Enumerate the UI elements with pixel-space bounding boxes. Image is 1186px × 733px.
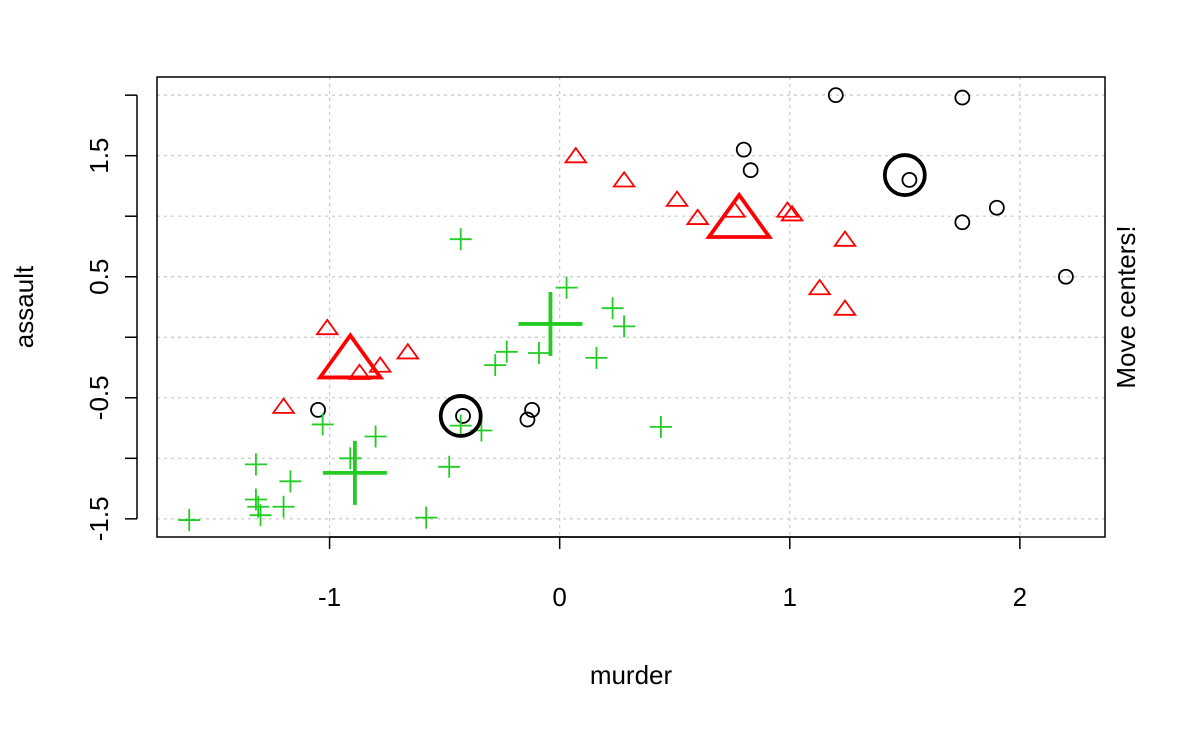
plus-point [484,354,507,377]
x-tick-label: 0 [552,582,566,612]
plus-point [438,455,461,478]
x-axis-label: murder [590,660,673,690]
circle-point [735,141,752,158]
y-tick-label: -0.5 [84,375,114,420]
plus-point [449,414,472,437]
plus-point [364,425,387,448]
circle-center [438,394,483,438]
y-tick-label: 0.5 [84,259,114,295]
plus-center [322,440,387,505]
triangle-center [705,191,774,239]
triangle-point [612,170,637,188]
circle-center [882,153,927,197]
circle-point [901,171,918,188]
y-axis: -1.5 -0.5 0.5 1.5 [84,94,138,541]
y-axis-label: assault [9,265,39,348]
plus-point [249,504,272,527]
triangle-point [807,278,832,296]
plus-point [585,346,608,369]
y-tick-label: -1.5 [84,496,114,541]
circle-point [1057,268,1074,285]
plus-point [339,447,362,470]
x-axis: -1 0 1 2 [318,536,1027,612]
plus-point [555,276,578,299]
triangle-point [832,299,858,316]
plus-point [311,413,334,436]
plus-point [613,315,636,338]
circle-point [524,401,540,418]
points-layer [178,87,1074,532]
circle-point [954,89,971,106]
triangle-point [395,342,420,360]
side-label: Move centers! [1111,225,1141,388]
triangle-point [315,318,340,336]
plus-point [415,506,438,529]
plus-center [518,291,583,356]
circle-point [455,408,471,424]
centers-layer [316,153,927,505]
plus-point [649,415,672,438]
circle-point [519,411,536,428]
plus-point [247,495,270,518]
triangle-point [832,230,858,247]
x-tick-label: -1 [318,582,341,612]
x-tick-label: 2 [1013,582,1027,612]
x-tick-label: 1 [783,582,797,612]
triangle-center [316,332,385,380]
triangle-point [780,204,805,222]
circle-point [988,199,1005,216]
triangle-point [563,146,588,164]
circle-point [310,401,326,418]
triangle-point [685,208,710,225]
triangle-point [368,355,393,373]
circle-point [742,162,759,179]
plus-point [279,470,302,493]
circle-point [827,87,844,104]
triangle-point [271,397,296,414]
y-tick-label: 1.5 [84,138,114,174]
plus-point [272,495,295,518]
circle-point [954,214,971,231]
plus-point [527,342,550,364]
plus-point [495,340,518,363]
plus-point [244,453,267,476]
triangle-point [775,200,800,218]
plus-point [601,297,624,320]
plus-point [449,228,472,251]
plus-point [178,509,201,532]
triangle-point [665,190,690,207]
